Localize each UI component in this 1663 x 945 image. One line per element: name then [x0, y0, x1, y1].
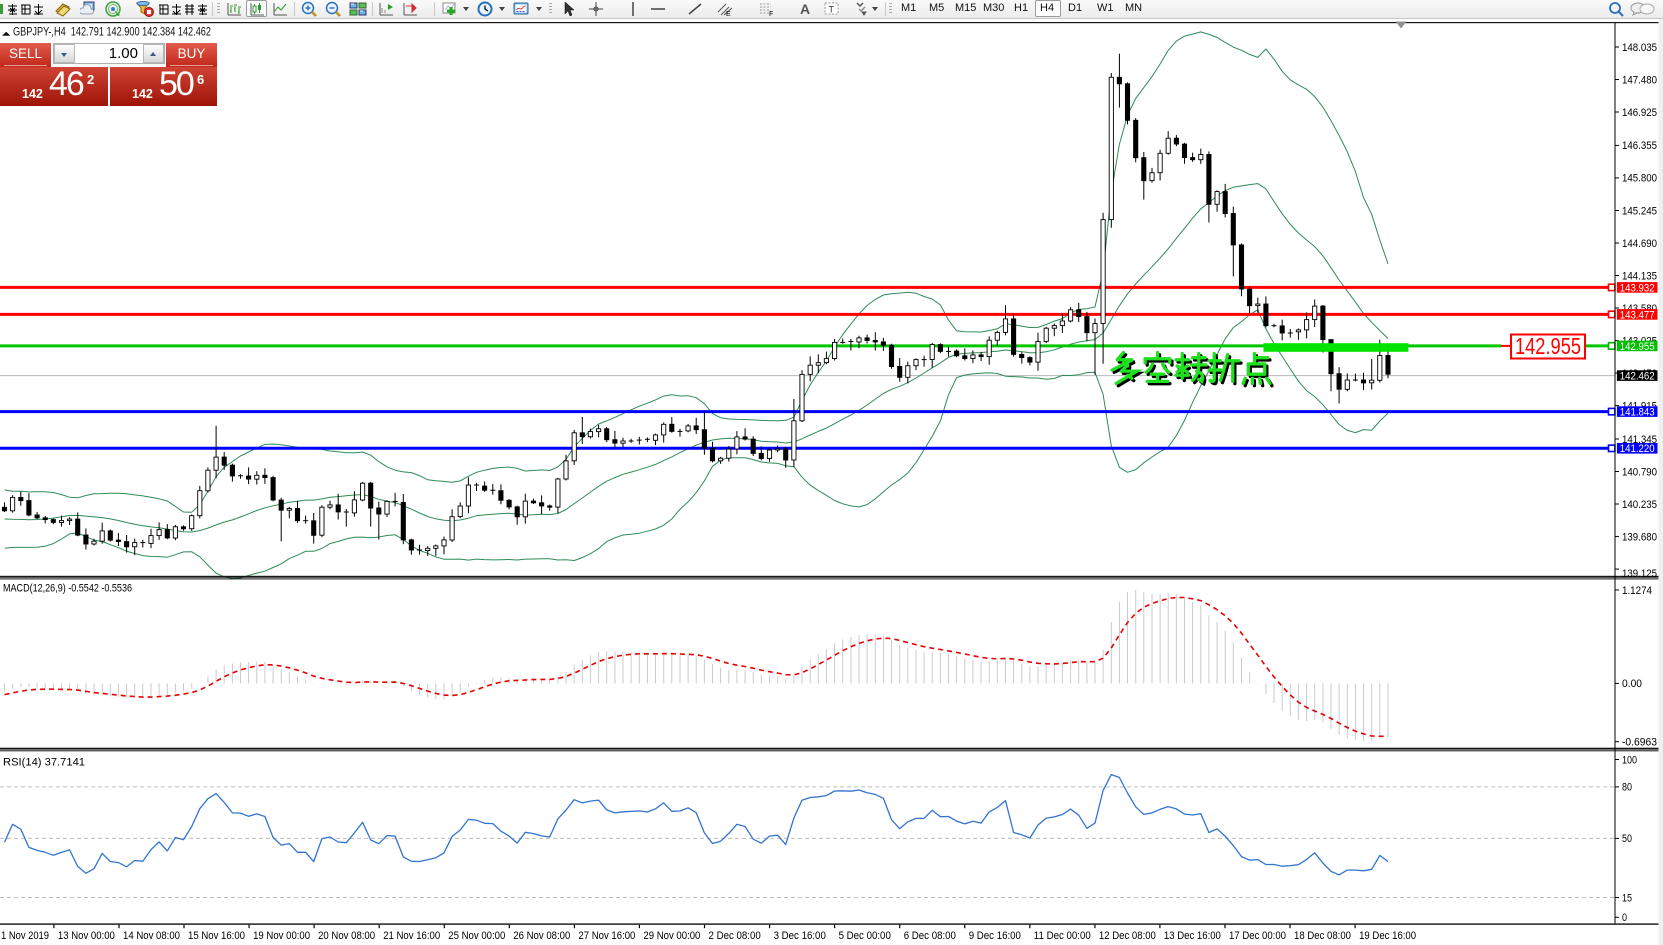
- svg-text:2 Dec 08:00: 2 Dec 08:00: [709, 930, 761, 942]
- svg-text:142.955: 142.955: [1515, 333, 1581, 359]
- svg-text:27 Nov 16:00: 27 Nov 16:00: [578, 930, 635, 942]
- svg-text:0: 0: [1622, 912, 1627, 924]
- svg-text:-0.6963: -0.6963: [1622, 737, 1657, 749]
- svg-text:5 Dec 00:00: 5 Dec 00:00: [839, 930, 891, 942]
- svg-text:141.843: 141.843: [1620, 407, 1655, 419]
- svg-text:145.800: 145.800: [1622, 173, 1657, 185]
- svg-text:20 Nov 08:00: 20 Nov 08:00: [318, 930, 375, 942]
- svg-text:GBPJPY-,H4 142.791 142.900 14: GBPJPY-,H4 142.791 142.900 142.384 142.4…: [13, 27, 211, 39]
- svg-text:26 Nov 08:00: 26 Nov 08:00: [513, 930, 570, 942]
- svg-text:141.220: 141.220: [1620, 443, 1655, 455]
- svg-text:144.135: 144.135: [1622, 270, 1657, 282]
- svg-text:15 Nov 16:00: 15 Nov 16:00: [188, 930, 245, 942]
- svg-text:19 Dec 16:00: 19 Dec 16:00: [1359, 930, 1416, 942]
- svg-text:0.00: 0.00: [1622, 678, 1642, 690]
- svg-text:1 Nov 2019: 1 Nov 2019: [1, 930, 49, 942]
- svg-text:15: 15: [1622, 892, 1632, 904]
- svg-text:139.680: 139.680: [1622, 531, 1657, 543]
- svg-text:F: F: [769, 11, 773, 17]
- svg-text:25 Nov 00:00: 25 Nov 00:00: [448, 930, 505, 942]
- svg-text:50: 50: [1622, 833, 1632, 845]
- svg-text:18 Dec 08:00: 18 Dec 08:00: [1294, 930, 1351, 942]
- svg-text:145.245: 145.245: [1622, 205, 1657, 217]
- svg-text:21 Nov 16:00: 21 Nov 16:00: [383, 930, 440, 942]
- svg-text:148.035: 148.035: [1622, 42, 1657, 54]
- svg-text:1.1274: 1.1274: [1622, 585, 1652, 597]
- svg-text:19 Nov 00:00: 19 Nov 00:00: [253, 930, 310, 942]
- svg-text:14 Nov 08:00: 14 Nov 08:00: [123, 930, 180, 942]
- svg-text:144.690: 144.690: [1622, 238, 1657, 250]
- svg-text:146.355: 146.355: [1622, 140, 1657, 152]
- svg-text:80: 80: [1622, 782, 1632, 794]
- svg-text:T: T: [829, 5, 835, 15]
- svg-text:29 Nov 00:00: 29 Nov 00:00: [643, 930, 700, 942]
- svg-text:142.462: 142.462: [1620, 371, 1655, 383]
- svg-text:13 Nov 00:00: 13 Nov 00:00: [58, 930, 115, 942]
- svg-text:143.932: 143.932: [1620, 282, 1655, 294]
- svg-text:RSI(14) 37.7141: RSI(14) 37.7141: [3, 757, 85, 769]
- svg-text:MACD(12,26,9) -0.5542 -0.5536: MACD(12,26,9) -0.5542 -0.5536: [3, 583, 132, 595]
- svg-text:139.125: 139.125: [1622, 568, 1657, 580]
- svg-text:12 Dec 08:00: 12 Dec 08:00: [1099, 930, 1156, 942]
- svg-text:100: 100: [1622, 754, 1637, 766]
- svg-text:17 Dec 00:00: 17 Dec 00:00: [1229, 930, 1286, 942]
- svg-text:3 Dec 16:00: 3 Dec 16:00: [774, 930, 826, 942]
- svg-text:13 Dec 16:00: 13 Dec 16:00: [1164, 930, 1221, 942]
- svg-text:E: E: [726, 11, 731, 17]
- svg-text:9 Dec 16:00: 9 Dec 16:00: [969, 930, 1021, 942]
- svg-text:11 Dec 00:00: 11 Dec 00:00: [1034, 930, 1091, 942]
- svg-text:140.235: 140.235: [1622, 499, 1657, 511]
- svg-text:143.477: 143.477: [1620, 309, 1655, 321]
- svg-text:6 Dec 08:00: 6 Dec 08:00: [904, 930, 956, 942]
- svg-text:140.790: 140.790: [1622, 466, 1657, 478]
- svg-text:142.955: 142.955: [1620, 341, 1655, 353]
- svg-text:141.345: 141.345: [1622, 434, 1657, 446]
- svg-text:146.925: 146.925: [1622, 107, 1657, 119]
- svg-text:147.480: 147.480: [1622, 74, 1657, 86]
